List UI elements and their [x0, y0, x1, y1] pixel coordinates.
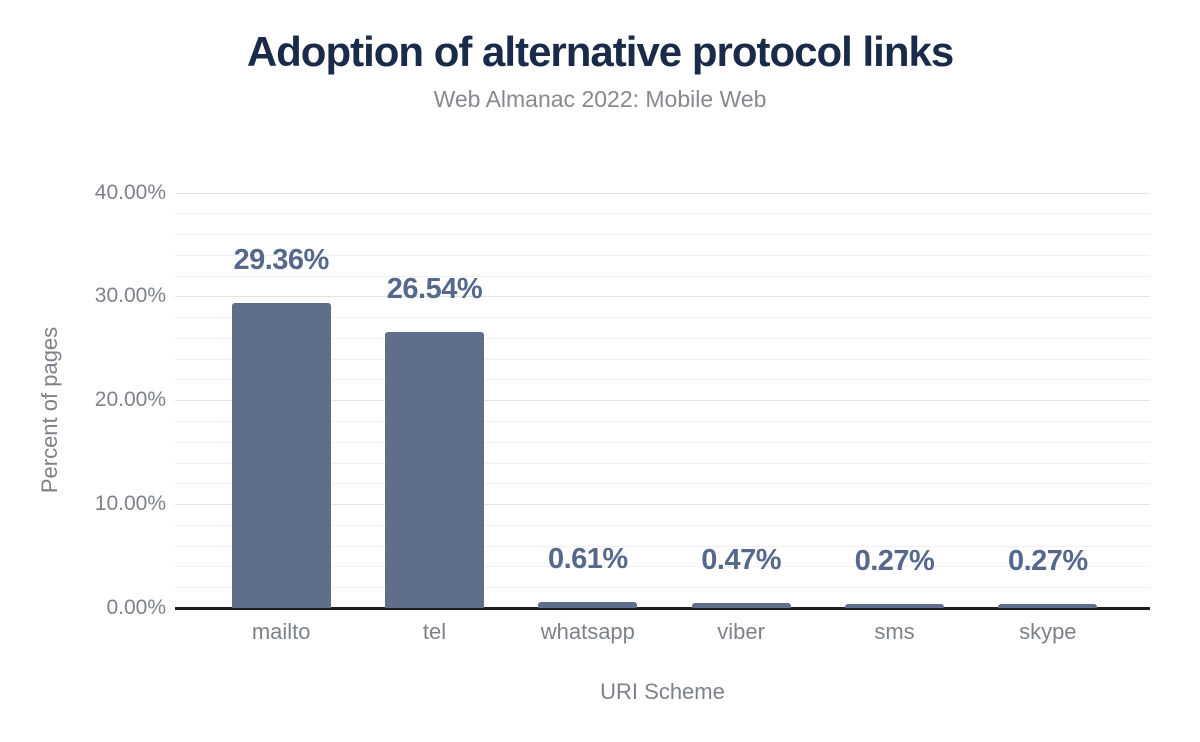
gridline-minor	[175, 441, 1150, 443]
bar-whatsapp[interactable]	[538, 601, 638, 608]
gridline-minor	[175, 317, 1150, 319]
bar-tel[interactable]	[384, 332, 484, 608]
gridline-minor	[175, 213, 1150, 215]
gridline-minor	[175, 545, 1150, 547]
bar-value-label: 0.47%	[701, 544, 781, 577]
y-tick-label: 10.00%	[94, 492, 166, 516]
y-tick-label: 30.00%	[94, 284, 166, 308]
bar-value-label: 29.36%	[233, 244, 329, 277]
gridline-major	[175, 192, 1150, 194]
bar-value-label: 26.54%	[386, 273, 483, 306]
bar-viber[interactable]	[691, 603, 791, 608]
gridline-minor	[175, 234, 1150, 236]
chart-title: Adoption of alternative protocol links	[246, 28, 954, 75]
x-axis-title: URI Scheme	[600, 679, 725, 704]
bar-skype[interactable]	[998, 603, 1098, 608]
y-tick-label: 40.00%	[94, 180, 166, 204]
bar-value-label: 0.27%	[854, 544, 935, 577]
y-tick-label: 20.00%	[94, 388, 166, 412]
x-tick-label: mailto	[251, 619, 311, 644]
gridline-major	[175, 400, 1150, 402]
x-tick-label: viber	[717, 619, 765, 644]
bar-value-label: 0.27%	[1007, 544, 1088, 577]
x-tick-label: tel	[422, 619, 447, 644]
gridline-major	[175, 296, 1150, 298]
bar-value-label: 0.61%	[547, 542, 628, 575]
gridline-minor	[175, 462, 1150, 464]
gridline-minor	[175, 483, 1150, 485]
gridline-minor	[175, 421, 1150, 423]
gridline-minor	[175, 566, 1150, 568]
x-axis-line	[175, 606, 1150, 610]
gridline-minor	[175, 379, 1150, 381]
bar-sms[interactable]	[844, 603, 944, 608]
gridline-minor	[175, 337, 1150, 339]
bar-mailto[interactable]	[231, 303, 331, 608]
gridline-minor	[175, 254, 1150, 256]
x-tick-label: skype	[1019, 619, 1077, 644]
gridline-minor	[175, 358, 1150, 360]
gridline-minor	[175, 587, 1150, 589]
x-tick-label: whatsapp	[540, 619, 635, 644]
gridline-minor	[175, 524, 1150, 526]
x-tick-label: sms	[874, 619, 915, 644]
gridline-minor	[175, 275, 1150, 277]
chart-subtitle: Web Almanac 2022: Mobile Web	[433, 86, 767, 112]
gridline-major	[175, 504, 1150, 506]
y-tick-label: 0.00%	[106, 596, 166, 619]
